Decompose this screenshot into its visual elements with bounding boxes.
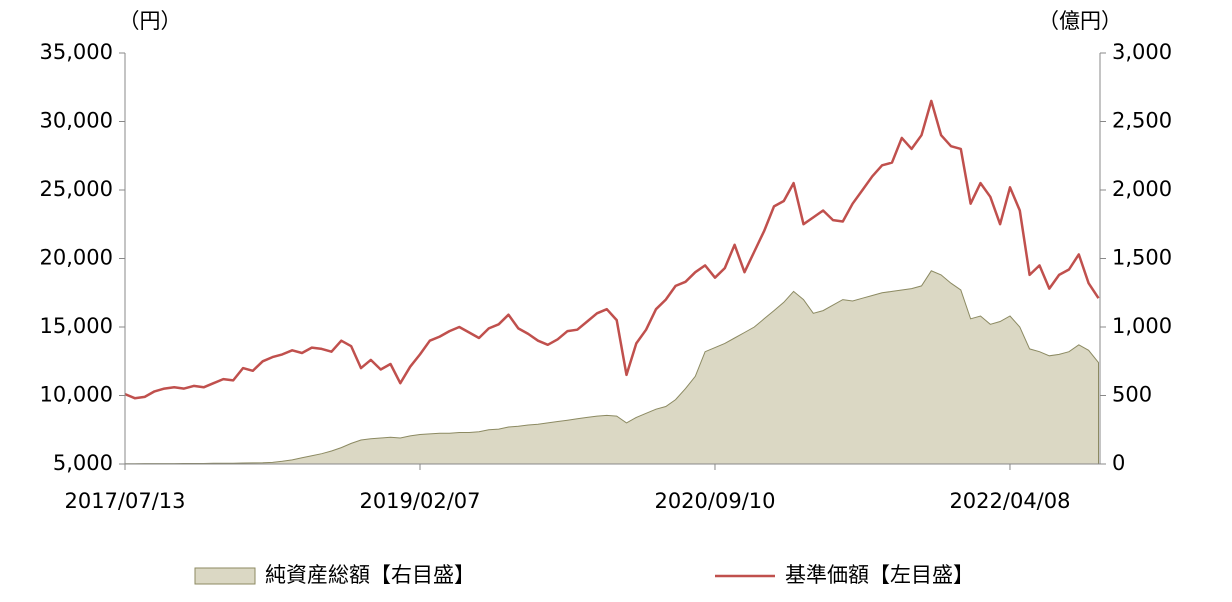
legend-label: 基準価額【左目盛】 [785,563,974,587]
y2-tick-label: 500 [1112,383,1152,407]
legend-label: 純資産総額【右目盛】 [265,563,475,587]
y2-tick-label: 2,000 [1112,177,1172,201]
y2-axis-unit: （億円） [1038,9,1122,33]
y2-tick-label: 3,000 [1112,40,1172,64]
y2-tick-label: 1,500 [1112,246,1172,270]
y2-tick-label: 1,000 [1112,314,1172,338]
x-tick-label: 2022/04/08 [949,489,1070,513]
legend-swatch [194,567,256,585]
x-tick-label: 2020/09/10 [654,489,775,513]
y2-tick-label: 2,500 [1112,109,1172,133]
x-tick-label: 2017/07/13 [64,489,185,513]
y-tick-label: 25,000 [40,177,113,201]
y-tick-label: 15,000 [40,314,113,338]
y-tick-label: 35,000 [40,40,113,64]
y-tick-label: 10,000 [40,383,113,407]
line [124,99,1100,400]
y2-tick-label: 0 [1112,451,1125,475]
y-axis-unit: （円） [119,9,182,33]
x-tick-label: 2019/02/07 [359,489,480,513]
y-tick-label: 20,000 [40,246,113,270]
y-tick-label: 5,000 [53,451,113,475]
y-tick-label: 30,000 [40,109,113,133]
area [124,270,1099,465]
